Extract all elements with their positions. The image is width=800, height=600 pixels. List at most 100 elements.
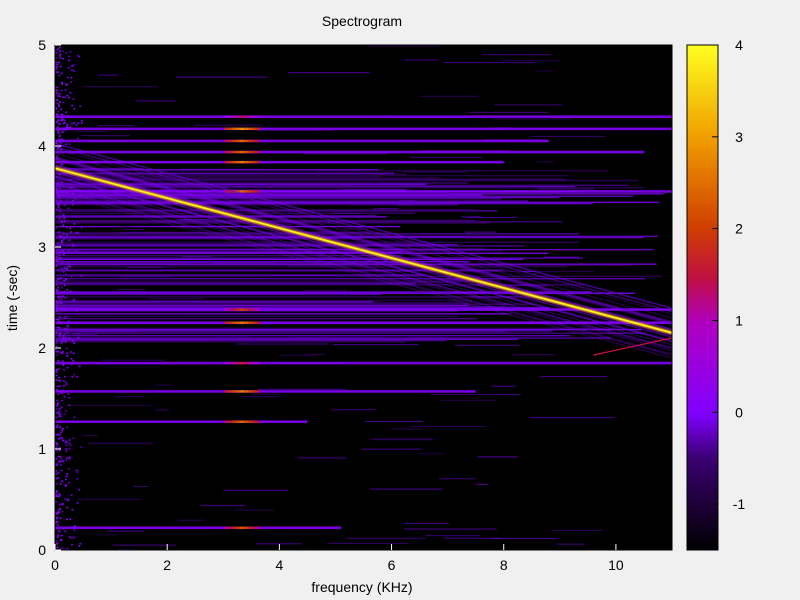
harmonic-hotspot	[240, 420, 245, 423]
lowfreq-noise	[58, 412, 61, 415]
band-streak	[55, 338, 519, 341]
lowfreq-noise	[55, 182, 58, 184]
lowfreq-noise	[67, 338, 70, 340]
harmonic-hotspot	[236, 321, 241, 324]
harmonic-hotspot	[236, 150, 241, 154]
lowfreq-noise	[60, 298, 63, 300]
band-streak	[55, 293, 382, 296]
lowfreq-noise	[69, 536, 72, 539]
noise-streak	[331, 409, 377, 411]
band-streak	[55, 183, 427, 185]
band-streak	[55, 212, 362, 214]
harmonic-hotspot	[240, 361, 245, 365]
lowfreq-noise	[56, 302, 59, 305]
lowfreq-noise	[64, 143, 67, 145]
lowfreq-noise	[72, 215, 75, 217]
harmonic-hotspot	[228, 139, 233, 143]
lowfreq-noise	[78, 365, 81, 368]
lowfreq-noise	[63, 413, 66, 416]
lowfreq-noise	[60, 547, 63, 550]
noise-streak	[214, 262, 277, 264]
harmonic-hotspot	[251, 308, 256, 311]
band-streak	[55, 208, 475, 211]
lowfreq-noise	[59, 426, 62, 428]
lowfreq-noise	[60, 282, 63, 284]
harmonic-hotspot	[247, 115, 252, 118]
lowfreq-noise	[57, 157, 60, 160]
chirp-halo	[55, 176, 672, 342]
lowfreq-noise	[55, 433, 58, 436]
noise-streak	[241, 396, 280, 398]
lowfreq-noise	[62, 214, 65, 216]
lowfreq-noise	[71, 544, 74, 546]
lowfreq-noise	[55, 458, 58, 460]
lowfreq-noise	[56, 231, 59, 234]
lowfreq-noise	[55, 66, 58, 68]
lowfreq-noise	[72, 291, 75, 294]
harmonic-hotspot	[224, 115, 229, 118]
lowfreq-noise	[56, 89, 59, 91]
harmonic-hotspot	[255, 390, 260, 393]
harmonic-hotspot	[240, 308, 245, 311]
harmonic-hotspot	[232, 526, 237, 529]
harmonic-hotspot	[240, 160, 245, 164]
lowfreq-noise	[60, 277, 63, 279]
harmonic-hotspot	[251, 139, 256, 143]
lowfreq-noise	[55, 300, 58, 302]
lowfreq-noise	[65, 226, 68, 228]
lowfreq-noise	[66, 125, 69, 127]
band-streak	[55, 281, 462, 284]
lowfreq-noise	[56, 292, 59, 294]
harmonic-hotspot	[251, 526, 256, 529]
band-streak	[55, 339, 447, 342]
lowfreq-noise	[56, 546, 59, 549]
y-tick-label: 2	[38, 340, 46, 356]
lowfreq-noise	[64, 381, 67, 383]
noise-streak	[193, 124, 262, 126]
lowfreq-noise	[64, 173, 67, 175]
noise-streak	[82, 86, 158, 88]
noise-streak	[447, 279, 474, 281]
lowfreq-noise	[55, 345, 58, 348]
lowfreq-noise	[57, 104, 60, 106]
lowfreq-noise	[68, 439, 71, 441]
lowfreq-noise	[70, 358, 73, 360]
lowfreq-noise	[55, 374, 58, 377]
lowfreq-noise	[62, 271, 65, 273]
lowfreq-noise	[55, 368, 58, 371]
lowfreq-noise	[61, 83, 64, 85]
lowfreq-noise	[61, 428, 64, 430]
harmonic-hotspot	[240, 526, 245, 529]
lowfreq-noise	[59, 201, 62, 203]
lowfreq-noise	[66, 498, 69, 501]
x-tick-label: 8	[500, 557, 508, 573]
noise-streak	[96, 534, 116, 536]
harmonic-hotspot	[240, 139, 245, 143]
harmonic-hotspot	[247, 150, 252, 154]
lowfreq-noise	[60, 220, 63, 223]
chirp-halo	[55, 146, 672, 313]
noise-streak	[438, 478, 476, 480]
lowfreq-noise	[73, 416, 76, 418]
chirp-halo	[55, 176, 672, 342]
noise-streak	[215, 336, 251, 338]
harmonic-hotspot	[244, 115, 249, 118]
harmonic-hotspot	[244, 127, 249, 131]
lowfreq-noise	[64, 441, 67, 444]
harmonic-hotspot	[232, 420, 237, 423]
lowfreq-noise	[55, 501, 58, 503]
lowfreq-noise	[56, 463, 59, 466]
heatmap-layer	[55, 45, 672, 550]
y-tick-label: 0	[38, 542, 46, 558]
band-streak	[55, 313, 509, 315]
chirp-halo	[55, 174, 672, 341]
noise-streak	[316, 170, 360, 172]
band-streak	[55, 303, 533, 305]
harmonic-hotspot	[251, 127, 256, 131]
harmonic-hotspot	[255, 160, 260, 164]
noise-streak	[154, 235, 187, 237]
lowfreq-noise	[66, 76, 69, 79]
band-streak	[55, 305, 506, 308]
lowfreq-noise	[59, 436, 62, 439]
lowfreq-noise	[62, 130, 65, 132]
